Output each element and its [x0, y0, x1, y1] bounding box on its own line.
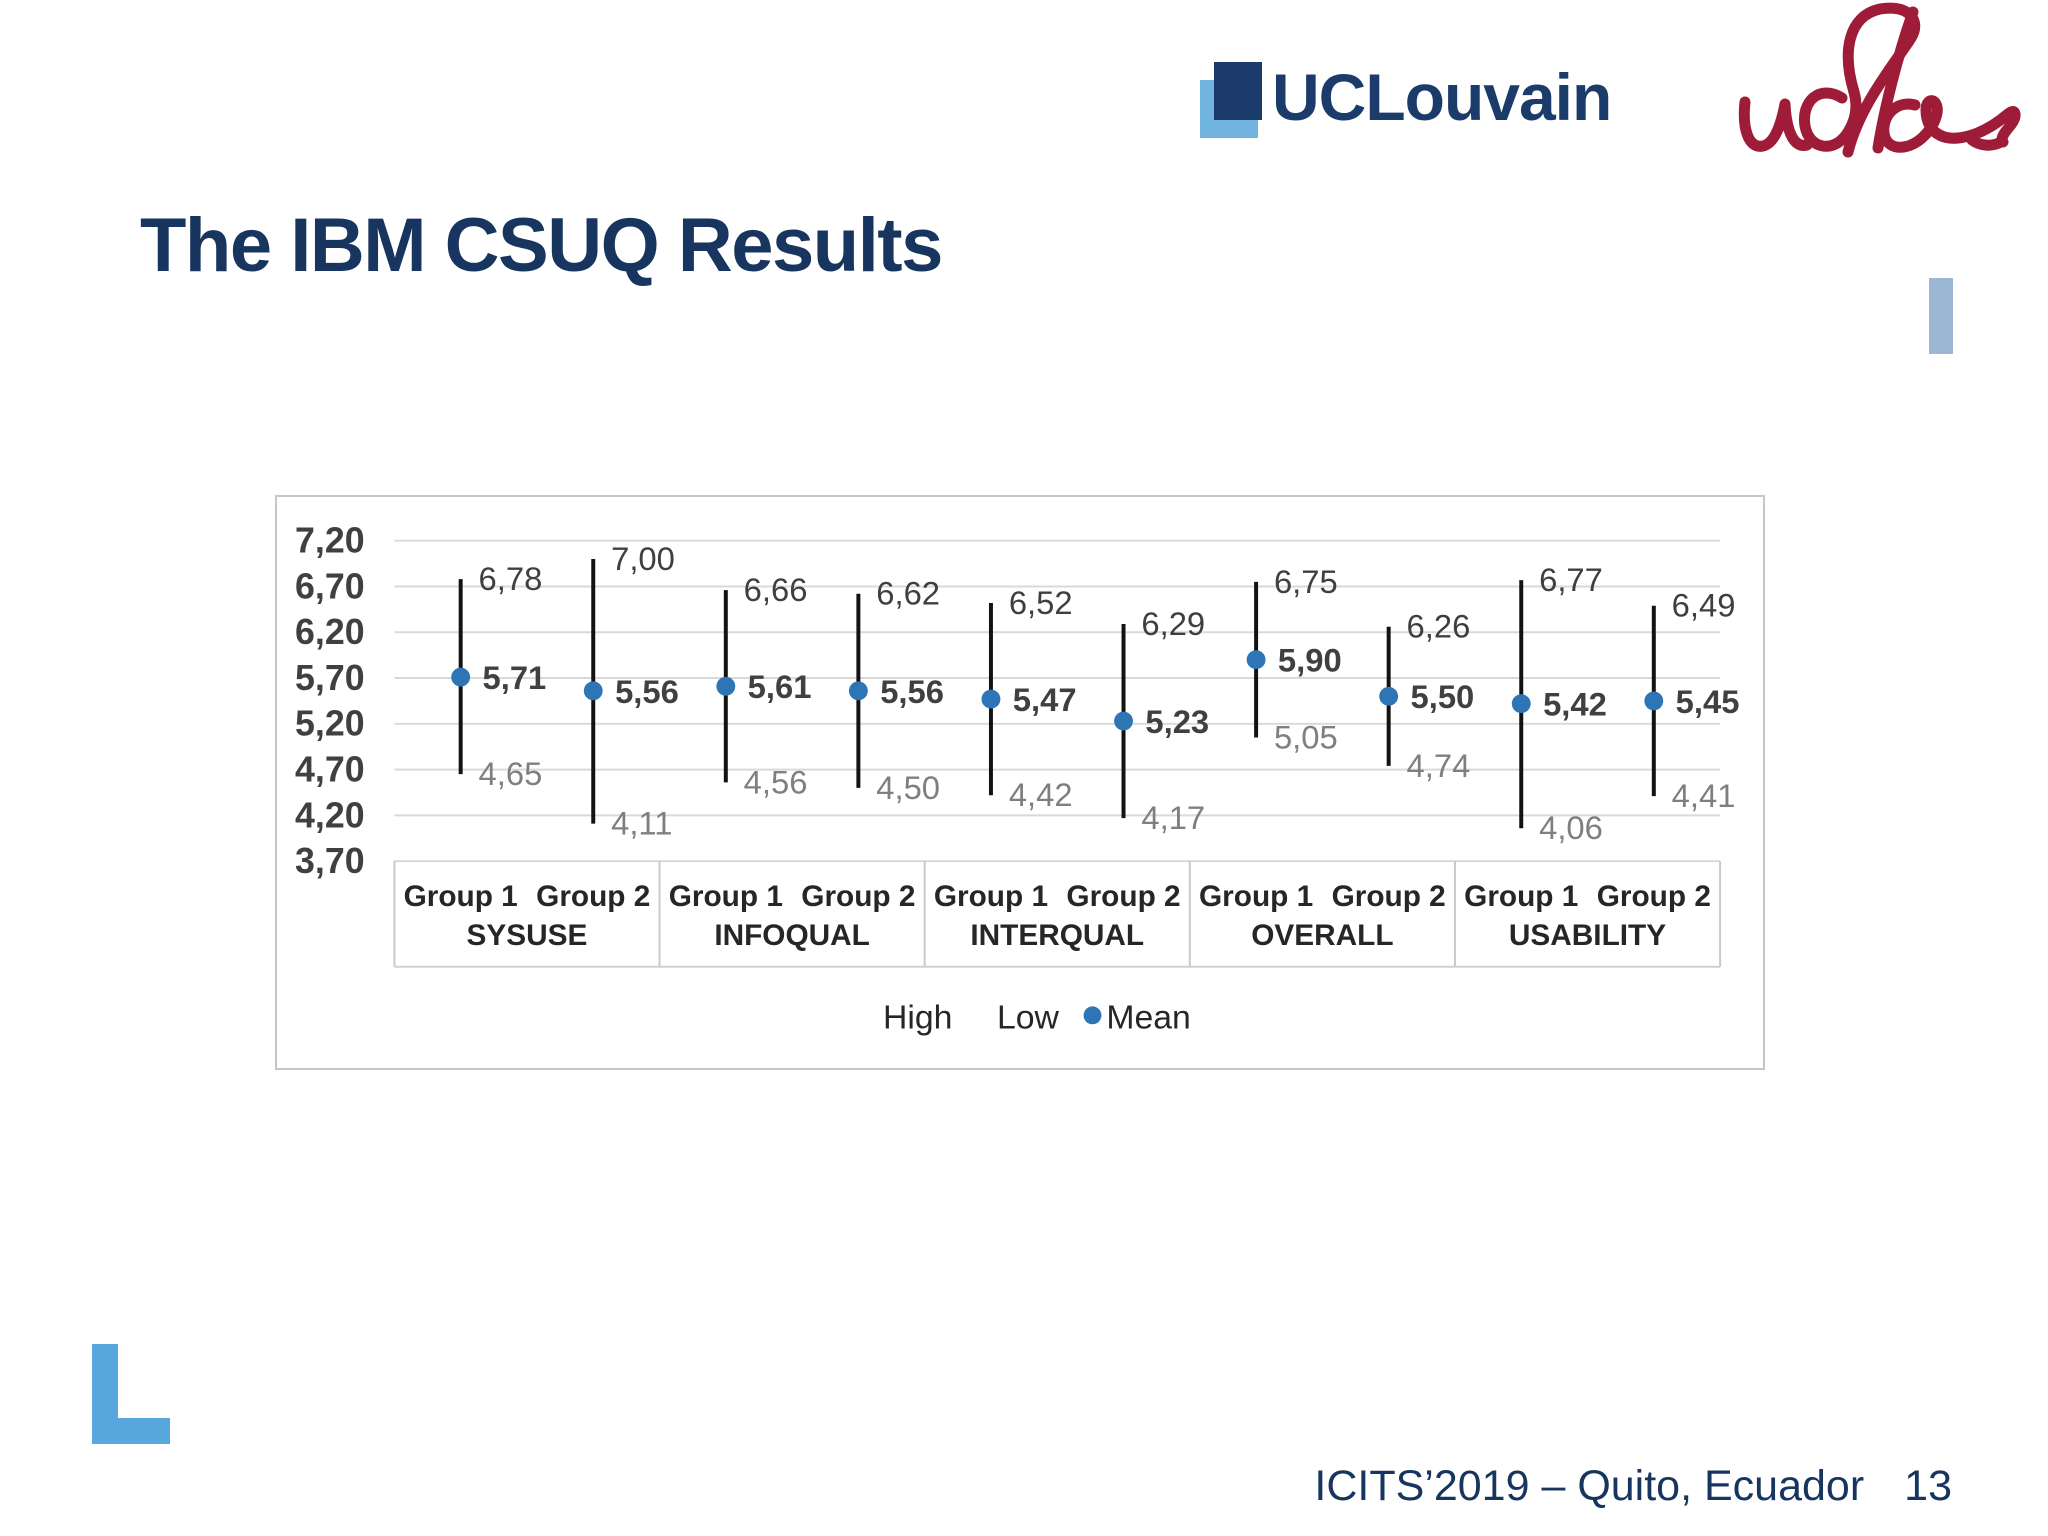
footer-text: ICITS’2019 – Quito, Ecuador — [1314, 1462, 1865, 1510]
group-label: Group 1 — [934, 880, 1048, 913]
category-label: SYSUSE — [467, 919, 588, 952]
udla-stroke-d-bowl — [1799, 86, 1862, 152]
legend-mean-label: Mean — [1106, 998, 1190, 1036]
high-label: 6,62 — [876, 575, 940, 612]
high-label: 6,26 — [1407, 608, 1471, 645]
mean-dot — [1114, 711, 1133, 731]
high-label: 6,49 — [1672, 587, 1736, 624]
mean-label: 5,47 — [1013, 681, 1077, 718]
page-title: The IBM CSUQ Results — [140, 203, 943, 288]
mean-dot — [451, 667, 471, 687]
page-number: 13 — [1904, 1462, 1952, 1510]
low-label: 4,06 — [1539, 809, 1603, 846]
y-tick-label: 6,20 — [295, 612, 365, 652]
legend-mean-dot-icon — [1083, 1006, 1102, 1025]
udla-logo-icon — [1738, 2, 2021, 158]
group-label: Group 2 — [1332, 880, 1446, 913]
mean-label: 5,90 — [1278, 642, 1342, 679]
group-label: Group 1 — [1199, 880, 1313, 913]
mean-label: 5,23 — [1145, 703, 1209, 740]
corner-l-shape — [92, 1344, 170, 1444]
y-tick-label: 5,70 — [295, 658, 365, 698]
mean-dot — [1379, 686, 1399, 706]
mean-dot — [583, 681, 603, 701]
category-label: INFOQUAL — [714, 919, 870, 952]
category-label: USABILITY — [1509, 919, 1666, 952]
mean-label: 5,61 — [748, 668, 812, 705]
high-label: 6,75 — [1274, 563, 1338, 600]
high-label: 6,78 — [479, 560, 543, 597]
mean-dot — [981, 689, 1001, 709]
y-tick-label: 6,70 — [295, 566, 365, 606]
mean-label: 5,50 — [1411, 678, 1475, 715]
y-tick-label: 3,70 — [295, 841, 365, 881]
hilo-mean-chart: 7,20 6,70 6,20 5,70 5,20 4,70 4,20 3,70 Group 1 G… — [295, 521, 1740, 1037]
low-label: 4,50 — [876, 769, 940, 806]
slide-footer: ICITS’2019 – Quito, Ecuador 13 — [1314, 1462, 1952, 1511]
category-label: INTERQUAL — [970, 919, 1144, 952]
y-tick-label: 4,20 — [295, 795, 365, 835]
low-label: 4,65 — [479, 755, 543, 792]
group-label: Group 2 — [1597, 880, 1711, 913]
y-tick-label: 4,70 — [295, 750, 365, 790]
group-label: Group 1 — [404, 880, 518, 913]
legend-high-label: High — [883, 998, 952, 1036]
uclouvain-logo: UCLouvain — [1200, 62, 1720, 162]
low-label: 5,05 — [1274, 718, 1338, 755]
mean-label: 5,42 — [1543, 686, 1607, 723]
right-accent-bar — [1929, 278, 1953, 354]
mean-dot — [1511, 694, 1531, 714]
group-label: Group 2 — [1066, 880, 1180, 913]
low-label: 4,56 — [744, 763, 808, 800]
low-label: 4,74 — [1407, 747, 1471, 784]
high-label: 6,66 — [744, 571, 808, 608]
mean-dot — [1246, 650, 1266, 670]
low-label: 4,11 — [611, 805, 672, 842]
mean-label: 5,56 — [880, 673, 944, 710]
mean-label: 5,71 — [483, 659, 547, 696]
uclouvain-logo-dark-square-icon — [1214, 62, 1262, 120]
low-label: 4,41 — [1672, 777, 1736, 814]
category-label: OVERALL — [1251, 919, 1393, 952]
csuq-results-chart: 7,20 6,70 6,20 5,70 5,20 4,70 4,20 3,70 Group 1 G… — [275, 495, 1765, 1070]
high-label: 6,52 — [1009, 584, 1073, 621]
corner-l-decoration-icon — [92, 1344, 170, 1444]
low-label: 4,42 — [1009, 776, 1073, 813]
udla-stroke-u — [1738, 96, 1813, 152]
udla-stroke-a-swash — [1878, 95, 2021, 153]
high-label: 6,77 — [1539, 561, 1603, 598]
uclouvain-logo-text: UCLouvain — [1272, 60, 1612, 134]
mean-label: 5,45 — [1676, 683, 1740, 720]
mean-dot — [848, 681, 868, 701]
low-label: 4,17 — [1141, 799, 1205, 836]
high-label: 7,00 — [611, 540, 675, 577]
udla-stroke-dash — [1966, 134, 2007, 151]
group-label: Group 1 — [669, 880, 783, 913]
legend-low-label: Low — [997, 998, 1060, 1036]
mean-label: 5,56 — [615, 673, 679, 710]
group-label: Group 2 — [801, 880, 915, 913]
y-tick-label: 7,20 — [295, 521, 365, 561]
mean-dot — [716, 676, 736, 696]
high-label: 6,29 — [1141, 605, 1205, 642]
y-tick-label: 5,20 — [295, 704, 365, 744]
group-label: Group 2 — [536, 880, 650, 913]
group-label: Group 1 — [1464, 880, 1578, 913]
mean-dot — [1644, 691, 1664, 711]
